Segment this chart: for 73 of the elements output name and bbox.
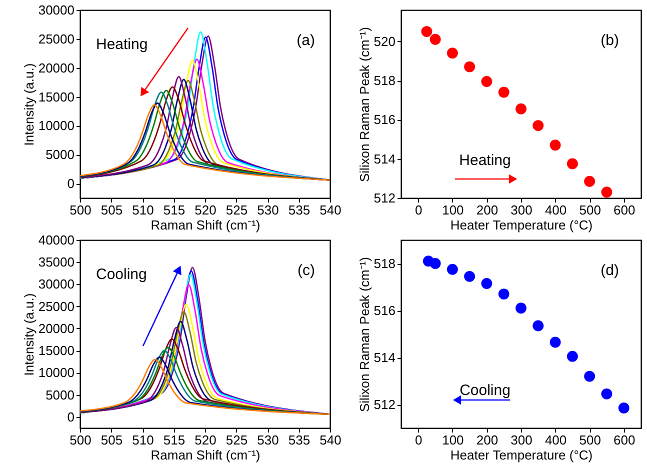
- annotation: Heating: [459, 152, 511, 169]
- y-tick-label: 518: [374, 73, 396, 88]
- y-tick-label: 0: [67, 409, 74, 424]
- x-axis-title: Raman Shift (cm⁻¹): [150, 448, 260, 462]
- x-tick-label: 400: [544, 202, 567, 218]
- x-axis-title: Heater Temperature (°C): [450, 448, 593, 462]
- y-tick-label: 25000: [38, 298, 74, 314]
- x-tick-label: 400: [544, 432, 567, 448]
- y-tick-label: 520: [374, 34, 396, 49]
- annotation: Cooling: [460, 382, 510, 399]
- x-tick-label: 505: [100, 432, 123, 448]
- y-tick-label: 20000: [38, 60, 74, 76]
- y-tick-label: 40000: [38, 232, 74, 248]
- y-tick-label: 5000: [46, 147, 74, 162]
- x-tick-label: 540: [320, 432, 342, 448]
- annotation: (c): [298, 262, 315, 279]
- annotation: Heating: [96, 36, 148, 53]
- x-axis-title: Raman Shift (cm⁻¹): [150, 218, 260, 232]
- x-tick-label: 600: [614, 432, 636, 448]
- y-axis-title: Intensity (a.u.): [21, 293, 36, 376]
- y-axis-title: Silixon Raman Peak (cm⁻¹): [356, 27, 372, 182]
- y-axis-title: Intensity (a.u.): [21, 63, 36, 146]
- y-tick-label: 516: [374, 112, 396, 128]
- y-tick-label: 30000: [38, 276, 74, 292]
- x-tick-label: 500: [579, 202, 601, 218]
- y-tick-label: 512: [374, 397, 396, 412]
- y-tick-label: 514: [374, 350, 396, 365]
- x-tick-label: 510: [132, 202, 154, 218]
- x-tick-label: 530: [257, 202, 279, 218]
- annotation: Cooling: [96, 266, 147, 283]
- y-tick-label: 20000: [38, 320, 74, 336]
- x-tick-label: 530: [257, 432, 279, 448]
- x-tick-label: 535: [288, 432, 310, 448]
- y-tick-label: 5000: [46, 387, 74, 402]
- y-tick-label: 512: [374, 190, 396, 206]
- y-tick-label: 516: [374, 303, 396, 318]
- x-tick-label: 500: [70, 202, 92, 218]
- x-tick-label: 515: [163, 432, 186, 448]
- y-tick-label: 25000: [38, 31, 74, 46]
- x-tick-label: 600: [614, 202, 636, 218]
- x-tick-label: 200: [476, 432, 498, 448]
- x-tick-label: 300: [510, 202, 532, 218]
- y-tick-label: 514: [374, 151, 396, 166]
- x-tick-label: 505: [100, 202, 123, 218]
- x-tick-label: 0: [415, 432, 422, 448]
- annotation: (d): [600, 262, 619, 279]
- x-tick-label: 200: [476, 202, 498, 218]
- annotation: (b): [600, 32, 619, 49]
- x-tick-label: 500: [70, 432, 92, 448]
- x-tick-label: 510: [132, 432, 154, 448]
- y-tick-label: 30000: [38, 2, 74, 18]
- x-tick-label: 100: [442, 432, 464, 448]
- y-tick-label: 10000: [38, 118, 74, 134]
- x-tick-label: 540: [320, 202, 342, 218]
- x-tick-label: 300: [510, 432, 532, 448]
- y-tick-label: 10000: [38, 365, 74, 380]
- y-tick-label: 15000: [38, 343, 74, 358]
- x-tick-label: 515: [163, 202, 186, 218]
- x-tick-label: 535: [288, 202, 310, 218]
- x-tick-label: 520: [194, 432, 216, 448]
- y-tick-label: 0: [67, 176, 74, 192]
- y-tick-label: 15000: [38, 89, 74, 104]
- x-tick-label: 520: [194, 202, 216, 218]
- x-tick-label: 525: [226, 432, 248, 448]
- x-tick-label: 0: [415, 202, 422, 218]
- x-axis-title: Heater Temperature (°C): [450, 218, 593, 232]
- y-tick-label: 35000: [38, 254, 74, 270]
- x-tick-label: 100: [442, 202, 464, 218]
- annotation: (a): [296, 32, 315, 49]
- y-tick-label: 518: [374, 256, 396, 271]
- x-tick-label: 525: [226, 202, 248, 218]
- x-tick-label: 500: [579, 432, 601, 448]
- y-axis-title: Silixon Raman Peak (cm⁻¹): [356, 257, 372, 412]
